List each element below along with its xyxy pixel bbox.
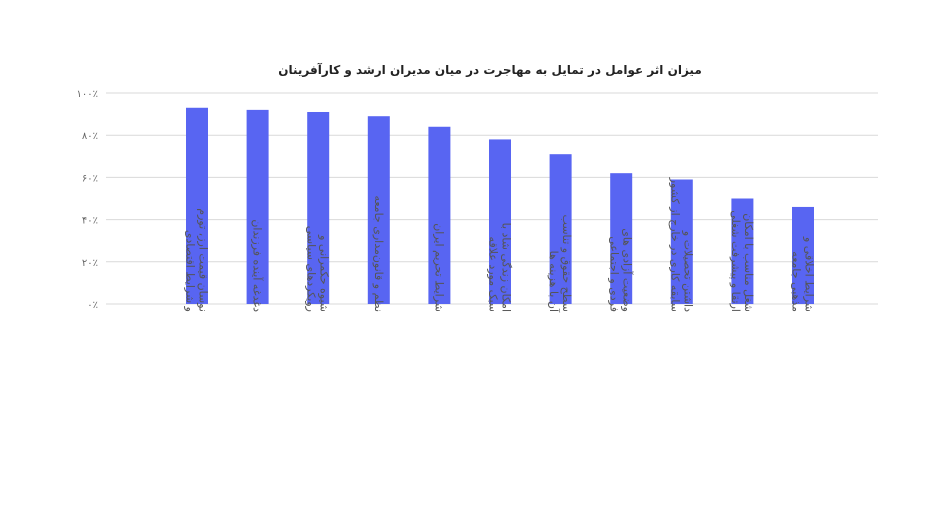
y-tick-label: ۱۰۰٪ bbox=[77, 89, 98, 100]
category-label-line: و شرایط اقتصادی bbox=[184, 230, 197, 312]
bar bbox=[307, 111, 330, 305]
category-label-line: شرایط تحریم ایران bbox=[432, 223, 445, 312]
y-tick-label: ۴۰٪ bbox=[82, 216, 98, 227]
category-label-line: سبک مورد علاقه bbox=[487, 237, 500, 312]
y-tick-label: ۸۰٪ bbox=[82, 131, 98, 142]
category-label-line: آن با هزینه ها bbox=[547, 251, 561, 313]
chart-title: میزان اثر عوامل در تمایل به مهاجرت در می… bbox=[278, 62, 702, 78]
category-label-line: شرایط اخلاقی و bbox=[803, 236, 816, 312]
bars bbox=[186, 107, 814, 305]
category-label-line: داشتن تحصیلات و bbox=[681, 230, 694, 312]
bar bbox=[489, 139, 511, 304]
category-label-line: ارتقا و پیشرفت شغلی bbox=[729, 210, 742, 312]
category-label-line: امکان زندگی شاد با bbox=[500, 223, 513, 312]
category-label-line: شیوه حکمرانی و bbox=[318, 234, 331, 312]
category-label-line: رویکردهای سیاسی bbox=[305, 226, 318, 312]
y-axis-tick-labels: ۰٪ ۲۰٪ ۴۰٪ ۶۰٪ ۸۰٪ ۱۰۰٪ bbox=[77, 89, 98, 311]
category-label-line: نظم و قانون‌مداری جامعه bbox=[372, 195, 385, 312]
bar bbox=[731, 198, 754, 304]
category-label: دغدغه آینده فرزندان bbox=[251, 219, 265, 312]
bar bbox=[670, 179, 693, 304]
bar bbox=[428, 126, 451, 304]
category-label-line: مذهبی جامعه bbox=[790, 251, 803, 312]
y-tick-label: ۶۰٪ bbox=[82, 173, 98, 184]
category-label-line: شغل مناسب با امکان bbox=[742, 213, 755, 312]
category-label: نظم و قانون‌مداری جامعه bbox=[372, 195, 385, 312]
category-label-line: سطح حقوق و تناسب bbox=[560, 215, 573, 312]
bar bbox=[549, 154, 572, 304]
bar bbox=[246, 109, 269, 304]
bar bbox=[792, 206, 814, 304]
category-label-line: فردی و اجتماعی bbox=[608, 236, 621, 312]
category-label-line: وضعیت آزادی های bbox=[621, 228, 635, 312]
bar bbox=[610, 173, 633, 304]
category-label-line: نوسان قیمت ارز، تورم bbox=[197, 208, 210, 312]
bar bbox=[367, 116, 390, 305]
y-tick-label: ۰٪ bbox=[87, 300, 98, 311]
category-label: شرایط تحریم ایران bbox=[432, 223, 445, 312]
category-label-line: دغدغه آینده فرزندان bbox=[251, 219, 265, 312]
bar bbox=[186, 107, 208, 305]
y-tick-label: ۲۰٪ bbox=[82, 258, 98, 269]
category-label-line: سابقه کاری در خارج از کشور bbox=[668, 177, 681, 312]
